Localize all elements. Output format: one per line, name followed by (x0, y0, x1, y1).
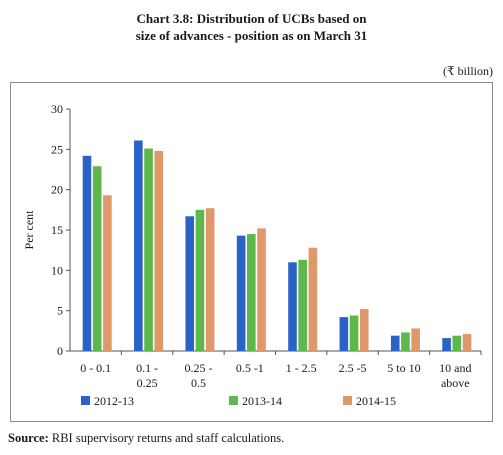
legend-swatch (229, 396, 238, 405)
y-tick-label: 15 (51, 223, 63, 237)
x-tick-label: 1 - 2.5 (286, 361, 317, 375)
bar (442, 338, 451, 351)
legend-label: 2012-13 (94, 394, 134, 408)
source-text: RBI supervisory returns and staff calcul… (52, 431, 284, 445)
bar (103, 195, 112, 351)
chart-title-line2: size of advances - position as on March … (0, 27, 503, 44)
x-tick-label: 0.25 - (184, 361, 212, 375)
bar (196, 210, 205, 351)
x-tick-label: 0.25 (137, 376, 158, 390)
source-label: Source: (8, 431, 49, 445)
y-tick-label: 5 (57, 304, 63, 318)
y-tick-label: 0 (57, 344, 63, 358)
chart-title-line1: Chart 3.8: Distribution of UCBs based on (0, 10, 503, 27)
unit-label: (₹ billion) (443, 64, 493, 79)
bar (401, 332, 410, 351)
chart-title: Chart 3.8: Distribution of UCBs based on… (0, 10, 503, 44)
y-axis-title: Per cent (22, 210, 36, 250)
chart-frame: 0 5 10 15 20 25 30 Per cent 0 - 0.1 0.1 -0.25 0.25… (10, 82, 493, 422)
y-tick-label: 10 (51, 263, 63, 277)
bar (134, 140, 143, 351)
x-tick-label: 0 - 0.1 (80, 361, 111, 375)
x-tick-label: above (441, 376, 470, 390)
y-tick-label: 25 (51, 142, 63, 156)
bar (360, 309, 369, 351)
bar (453, 336, 462, 351)
x-tick-label: 10 and (439, 361, 471, 375)
bar (288, 262, 297, 351)
x-tick-label: 2.5 -5 (339, 361, 367, 375)
bar (391, 336, 400, 351)
bar (463, 334, 472, 351)
x-tick-label: 0.5 (191, 376, 206, 390)
bar (411, 328, 420, 351)
legend-label: 2014-15 (356, 394, 396, 408)
bar (144, 149, 153, 351)
legend-swatch (343, 396, 352, 405)
bar (309, 248, 318, 351)
bar (93, 166, 102, 351)
bar (350, 316, 359, 351)
bar (185, 216, 194, 351)
x-tick-label: 0.5 -1 (236, 361, 264, 375)
bar (247, 234, 256, 351)
legend-swatch (81, 396, 90, 405)
y-tick-label: 20 (51, 183, 63, 197)
bar (154, 151, 163, 351)
bar (206, 208, 215, 351)
bar-chart: 0 5 10 15 20 25 30 Per cent 0 - 0.1 0.1 -0.25 0.25… (11, 83, 492, 421)
bar (340, 317, 349, 351)
x-tick-label: 5 to 10 (387, 361, 420, 375)
source-note: Source: RBI supervisory returns and staf… (8, 431, 284, 446)
bar (237, 236, 246, 351)
bar (257, 228, 266, 351)
legend-label: 2013-14 (242, 394, 282, 408)
x-tick-label: 0.1 - (136, 361, 158, 375)
y-tick-label: 30 (51, 102, 63, 116)
bar (298, 260, 307, 351)
bar (83, 156, 92, 351)
